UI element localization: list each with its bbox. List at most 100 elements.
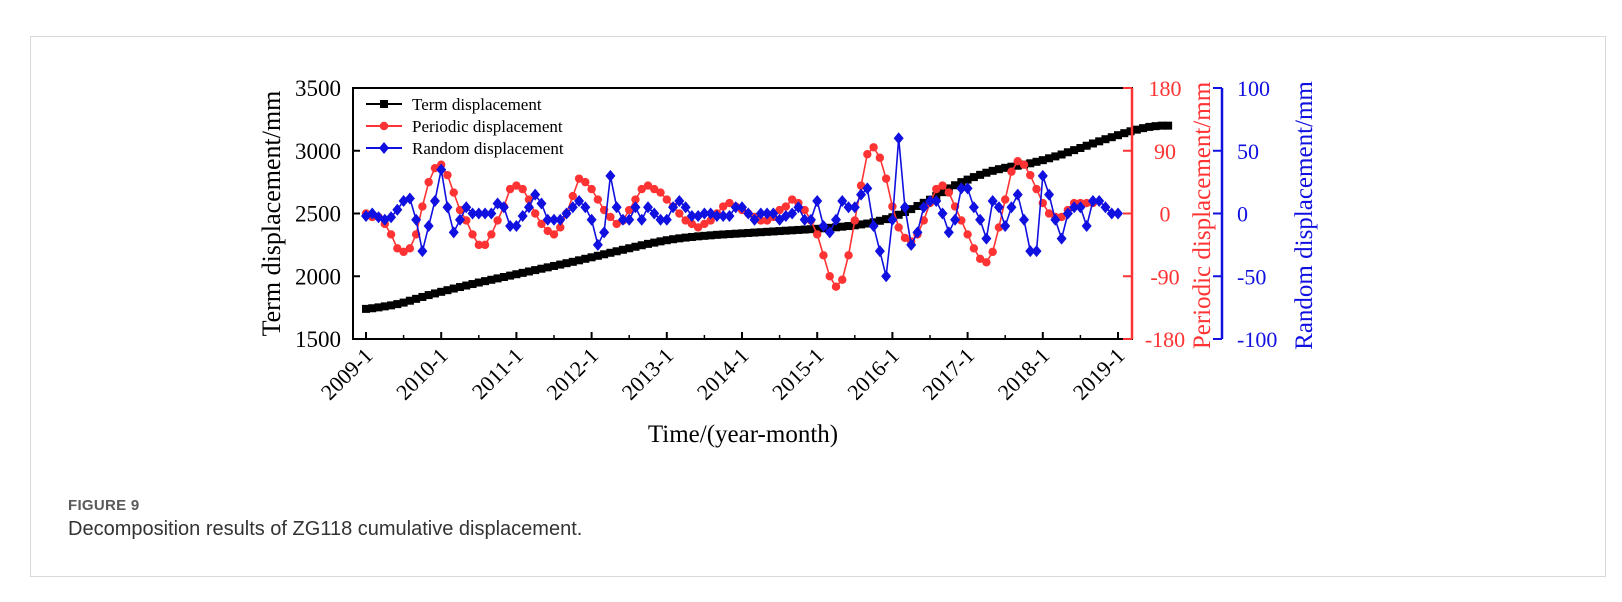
data-point: [1012, 188, 1023, 201]
data-point: [1013, 161, 1022, 170]
data-point: [643, 181, 653, 190]
x-tick-label: 2012-1: [541, 343, 603, 405]
data-point: [1101, 135, 1110, 144]
data-point: [631, 195, 640, 204]
data-point: [1120, 129, 1129, 138]
data-point: [674, 194, 685, 207]
data-point: [1088, 139, 1097, 148]
data-point: [512, 181, 521, 190]
data-point: [812, 194, 823, 207]
data-point: [1044, 188, 1055, 201]
data-point: [386, 211, 397, 224]
periodic-tick-label: -180: [1145, 327, 1185, 352]
data-point: [687, 219, 697, 229]
data-point: [655, 213, 666, 226]
x-tick-label: 2010-1: [391, 343, 453, 405]
data-point: [1019, 160, 1029, 169]
legend: Term displacement Periodic displacement Ra…: [366, 95, 564, 158]
data-point: [587, 253, 596, 262]
data-point: [468, 280, 477, 289]
data-point: [1095, 137, 1104, 146]
data-point: [474, 278, 483, 287]
data-point: [693, 223, 703, 232]
data-point: [611, 201, 622, 214]
data-point: [574, 194, 585, 207]
data-point: [824, 226, 835, 239]
figure-label: FIGURE 9: [68, 497, 140, 514]
data-point: [681, 216, 690, 225]
data-point: [362, 304, 370, 313]
x-tick-label: 2014-1: [692, 343, 754, 405]
data-point: [918, 201, 929, 214]
data-point: [675, 209, 684, 218]
data-point: [593, 195, 603, 204]
data-point: [706, 231, 715, 240]
data-point: [424, 291, 433, 300]
data-point: [405, 296, 414, 305]
data-point: [556, 223, 565, 232]
data-point: [857, 220, 866, 229]
data-point: [587, 184, 596, 194]
data-point: [844, 251, 853, 260]
x-tick-label: 2018-1: [993, 343, 1055, 405]
data-point: [498, 201, 509, 214]
data-point: [473, 207, 484, 220]
data-point: [894, 223, 903, 232]
data-point: [418, 292, 427, 301]
data-point: [668, 201, 679, 214]
data-point: [744, 228, 753, 237]
data-point: [430, 289, 439, 298]
data-point: [467, 207, 478, 220]
random-axis-title: Random displacement/mm: [1291, 81, 1318, 350]
data-point: [1107, 133, 1116, 142]
data-point: [931, 194, 942, 207]
data-point: [1031, 245, 1042, 258]
data-point: [624, 213, 635, 226]
data-point: [1013, 157, 1022, 166]
data-point: [556, 260, 565, 269]
data-point: [518, 268, 527, 277]
data-point: [850, 221, 859, 230]
data-point: [586, 213, 597, 226]
data-point: [499, 273, 508, 282]
data-point: [787, 207, 798, 220]
data-point: [831, 213, 841, 226]
data-point: [650, 238, 659, 247]
legend-label: Random displacement: [412, 139, 564, 158]
x-axis-title: Time/(year-month): [648, 421, 838, 448]
data-point: [1007, 167, 1016, 176]
data-point: [543, 226, 552, 236]
data-point: [374, 303, 383, 312]
data-point: [468, 230, 477, 239]
data-point: [793, 201, 804, 214]
data-point: [869, 143, 878, 152]
periodic-axis-title: Periodic displacement/mm: [1189, 81, 1216, 349]
data-point: [493, 216, 502, 225]
data-point: [1157, 121, 1166, 130]
data-point: [618, 245, 627, 254]
data-point: [637, 184, 646, 194]
data-point: [605, 169, 616, 182]
data-point: [956, 182, 967, 195]
data-point: [561, 207, 572, 220]
data-point: [838, 222, 847, 231]
random-tick-label: 100: [1237, 76, 1270, 101]
data-point: [380, 302, 389, 311]
data-point: [868, 220, 879, 233]
data-point: [386, 230, 396, 239]
data-point: [799, 213, 810, 226]
data-point: [749, 213, 760, 226]
data-point: [662, 195, 671, 204]
data-point: [487, 275, 496, 284]
data-point: [518, 184, 527, 194]
data-point: [725, 230, 734, 239]
data-point: [925, 194, 935, 207]
data-point: [511, 220, 522, 233]
left-tick-label: 3000: [295, 139, 341, 164]
data-point: [881, 270, 892, 283]
data-point: [562, 259, 571, 268]
x-tick-label: 2019-1: [1068, 343, 1130, 405]
data-point: [631, 242, 640, 251]
data-point: [681, 233, 690, 242]
x-tick-label: 2011-1: [467, 343, 528, 404]
